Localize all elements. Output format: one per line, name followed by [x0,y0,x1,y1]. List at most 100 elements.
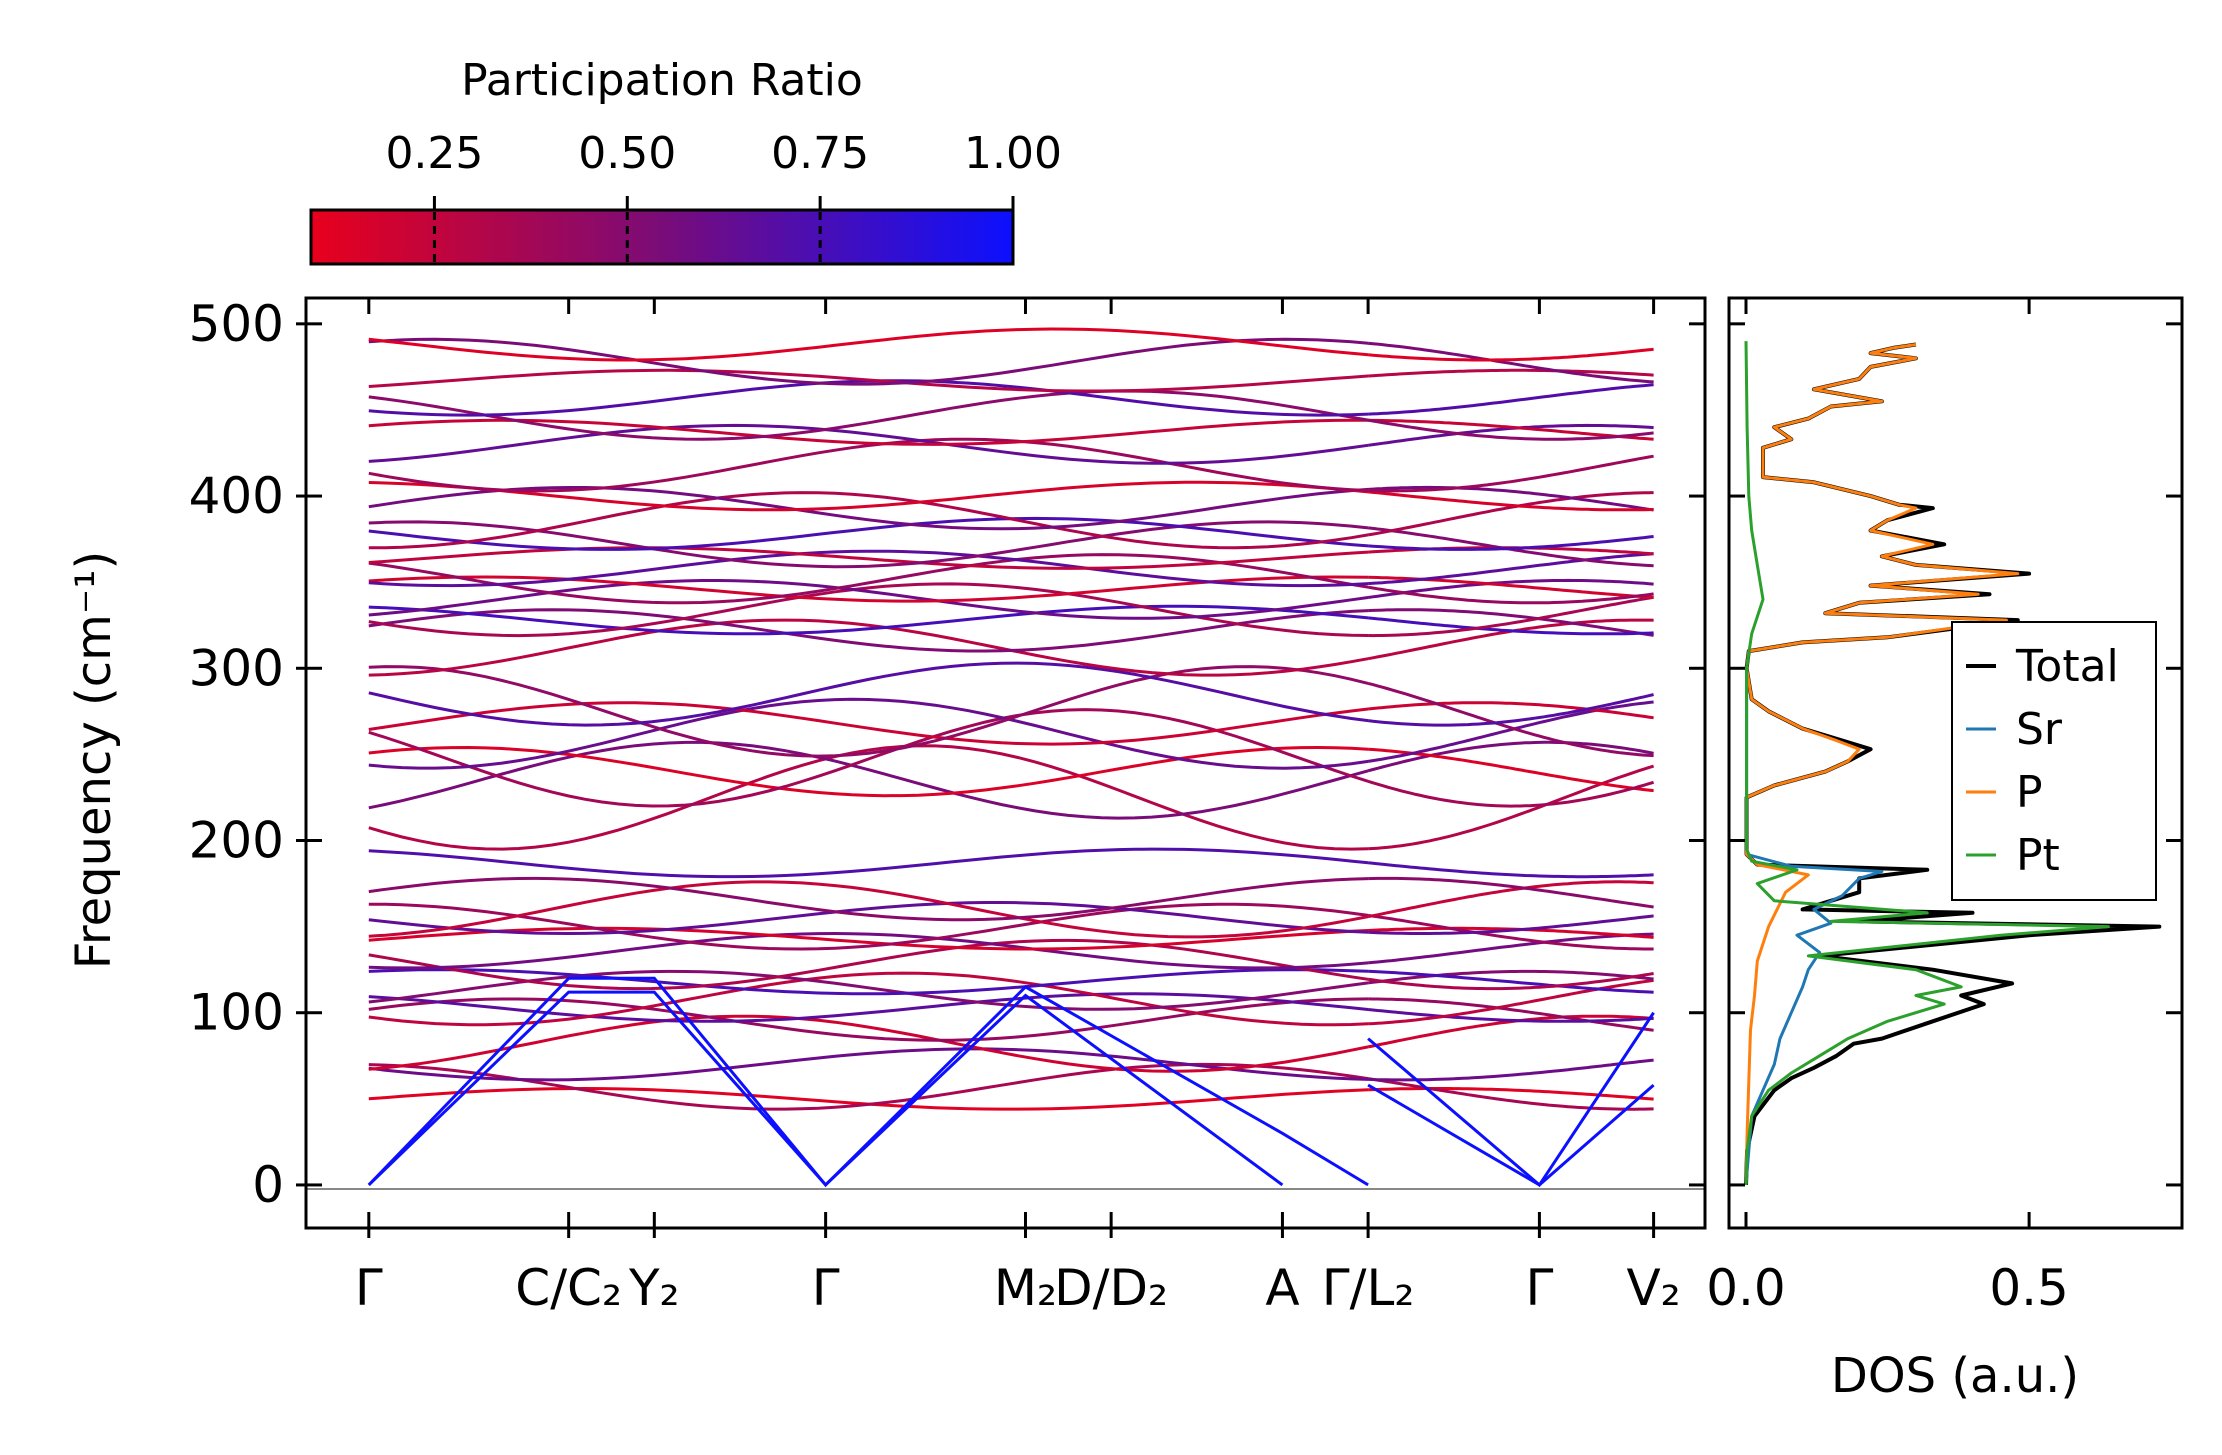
optical-band [368,516,1369,551]
y-tick-label: 200 [189,812,284,870]
dos-x-tick-label: 0.0 [1706,1259,1786,1317]
optical-band [368,938,1369,991]
optical-band [1367,932,1654,965]
acoustic-band [367,976,1369,1188]
optical-band [1368,418,1654,441]
acoustic-band [1367,1011,1655,1188]
y-tick-label: 100 [189,984,284,1042]
optical-band [368,880,1369,939]
optical-band [1367,972,1654,991]
optical-band [368,931,1369,970]
optical-band [368,1047,1369,1082]
optical-band [368,423,1369,465]
optical-band [1367,618,1654,661]
k-point-label: A [1265,1259,1299,1317]
y-tick-label: 300 [189,639,284,697]
optical-band [368,697,1369,770]
optical-band [1367,1077,1654,1111]
y-tick-label: 400 [189,467,284,525]
dos-x-tick-label: 0.5 [1989,1259,2069,1317]
optical-band [1367,700,1654,763]
optical-band [368,437,1369,493]
optical-band [368,486,1369,531]
optical-band [1368,368,1654,378]
optical-band [368,968,1369,996]
optical-band [368,368,1369,393]
acoustic-band [367,990,1284,1188]
optical-band [1367,585,1654,605]
optical-band [368,708,1369,808]
optical-band [368,876,1369,922]
optical-band [368,902,1369,951]
legend-label: P [2016,767,2043,818]
optical-band [368,608,1369,653]
optical-band [368,618,1369,677]
optical-band [368,337,1369,386]
legend-label: Pt [2016,830,2060,881]
colorbar-tick-label: 0.50 [578,128,676,179]
optical-band [368,744,1369,851]
y-tick-label: 0 [252,1156,284,1214]
colorbar-tick-label: 1.00 [964,128,1062,179]
optical-band [1367,880,1654,919]
k-point-label: Γ [355,1259,383,1317]
k-point-label: Γ [812,1259,840,1317]
optical-band [1368,978,1654,1026]
dos-series-p [1744,343,2020,1185]
optical-band [1368,552,1654,586]
k-point-label: V₂ [1626,1259,1680,1317]
optical-band [1368,383,1654,416]
optical-band [368,926,1369,951]
optical-band [1367,341,1654,384]
optical-band [368,1062,1369,1111]
optical-band [1368,608,1654,637]
optical-band [1367,701,1654,720]
k-point-label: Γ/L₂ [1322,1259,1415,1317]
optical-band [1367,491,1654,537]
k-point-label: C/C₂ [515,1259,622,1317]
optical-band [1367,740,1654,773]
optical-band [1368,997,1654,1032]
optical-band [1368,747,1654,793]
dos-series-sr [1744,668,1884,1186]
optical-band [1368,1087,1654,1101]
optical-band [1367,969,1654,985]
optical-band [1367,779,1655,808]
optical-band [1367,1008,1654,1023]
optical-band [368,546,1369,570]
colorbar-tick-label: 0.75 [771,128,869,179]
optical-band [1367,418,1654,441]
optical-band [1368,876,1654,909]
optical-band [368,847,1369,879]
optical-band [368,665,1369,758]
colorbar: Participation Ratio 0.25 0.50 0.75 1.00 [309,55,1062,266]
legend-label: Total [2015,641,2119,692]
optical-band [368,745,1369,798]
optical-band [1368,764,1655,851]
optical-band [368,901,1369,936]
optical-band [368,553,1369,605]
optical-band [1367,347,1654,362]
optical-band [1367,861,1654,879]
optical-band [368,1014,1369,1073]
optical-band [1368,969,1654,994]
optical-band [1367,578,1654,599]
optical-band [1367,693,1654,727]
optical-band [368,389,1369,441]
optical-band [368,997,1369,1042]
optical-band [1368,454,1654,493]
y-axis-label: Frequency (cm⁻¹) [66,551,122,969]
optical-band [1368,535,1654,551]
optical-band [368,491,1369,550]
optical-band [368,1086,1369,1111]
legend: Total Sr P Pt [1951,621,2157,901]
optical-band [368,549,1369,588]
optical-band [1368,595,1654,638]
colorbar-label: Participation Ratio [461,55,863,106]
optical-band [368,701,1369,746]
legend-label: Sr [2016,704,2063,755]
dos-panel: 0.0 0.5 DOS (a.u.) Total Sr P Pt [1706,296,2184,1404]
dos-series-pt [1744,341,2110,1185]
